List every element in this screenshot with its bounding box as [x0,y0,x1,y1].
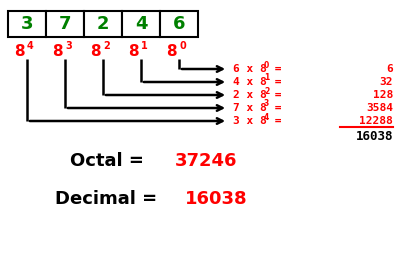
Text: 3: 3 [65,41,72,51]
Text: 2: 2 [97,15,109,33]
Text: 6 x 8: 6 x 8 [233,64,267,74]
FancyBboxPatch shape [84,11,122,37]
Text: Decimal =: Decimal = [55,190,163,208]
Text: 8: 8 [90,44,101,58]
Text: 8: 8 [166,44,177,58]
Text: =: = [268,77,281,87]
Text: 6: 6 [173,15,185,33]
Text: 1: 1 [264,74,269,82]
Text: 8: 8 [14,44,25,58]
Text: 3 x 8: 3 x 8 [233,116,267,126]
Text: =: = [268,103,281,113]
Text: 1: 1 [141,41,148,51]
Text: 3: 3 [264,99,269,109]
Text: 6: 6 [386,64,393,74]
Text: 2: 2 [264,86,269,96]
Text: 8: 8 [129,44,139,58]
Text: Octal =: Octal = [70,152,150,170]
Text: 7: 7 [59,15,71,33]
Text: 7 x 8: 7 x 8 [233,103,267,113]
Text: 3: 3 [21,15,33,33]
Text: =: = [268,90,281,100]
Text: 0: 0 [179,41,186,51]
Text: 0: 0 [264,61,269,69]
Text: =: = [268,64,281,74]
Text: 2 x 8: 2 x 8 [233,90,267,100]
Text: 8: 8 [53,44,63,58]
Text: 16038: 16038 [185,190,248,208]
Text: 4: 4 [264,112,269,122]
Text: 12288: 12288 [359,116,393,126]
Text: 32: 32 [380,77,393,87]
Text: 2: 2 [103,41,110,51]
Text: 4 x 8: 4 x 8 [233,77,267,87]
Text: 4: 4 [135,15,147,33]
FancyBboxPatch shape [46,11,84,37]
Text: 3584: 3584 [366,103,393,113]
Text: 4: 4 [27,41,34,51]
Text: 37246: 37246 [175,152,238,170]
Text: 128: 128 [373,90,393,100]
Text: 16038: 16038 [355,129,393,143]
FancyBboxPatch shape [160,11,198,37]
Text: =: = [268,116,281,126]
FancyBboxPatch shape [8,11,46,37]
FancyBboxPatch shape [122,11,160,37]
